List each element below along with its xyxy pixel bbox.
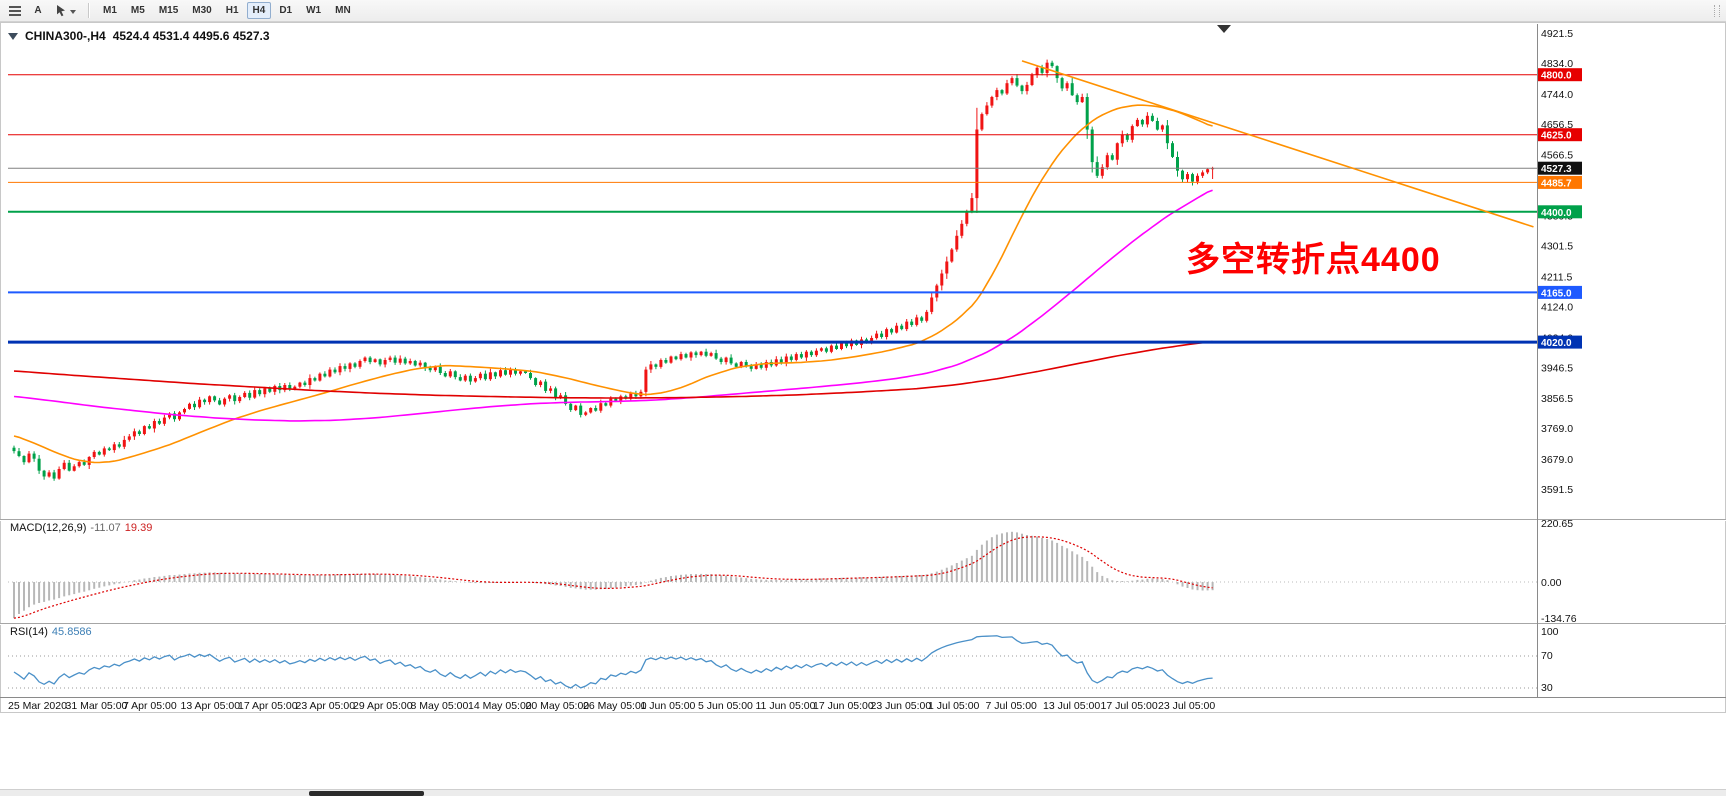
- svg-text:0.00: 0.00: [1541, 577, 1562, 589]
- price-chart-canvas[interactable]: 4921.54834.04744.04656.54566.54479.04389…: [0, 22, 1726, 714]
- svg-text:20 May 05:00: 20 May 05:00: [526, 700, 590, 712]
- svg-text:17 Jul 05:00: 17 Jul 05:00: [1101, 700, 1158, 712]
- svg-text:3856.5: 3856.5: [1541, 393, 1573, 405]
- chart-windows-button[interactable]: [4, 2, 26, 20]
- chart-window: 4921.54834.04744.04656.54566.54479.04389…: [0, 22, 1726, 714]
- toolbar-separator: [88, 3, 90, 18]
- scrollbar-thumb[interactable]: [309, 791, 424, 796]
- svg-text:4834.0: 4834.0: [1541, 58, 1573, 70]
- svg-text:5 Jun 05:00: 5 Jun 05:00: [698, 700, 753, 712]
- svg-text:4020.0: 4020.0: [1541, 338, 1572, 349]
- svg-text:4211.5: 4211.5: [1541, 272, 1572, 284]
- svg-text:8 May 05:00: 8 May 05:00: [411, 700, 469, 712]
- svg-text:11 Jun 05:00: 11 Jun 05:00: [756, 700, 816, 712]
- timeframe-group: M1 M5 M15 M30 H1 H4 D1 W1 MN: [97, 2, 357, 19]
- svg-text:3591.5: 3591.5: [1541, 484, 1573, 496]
- cursor-icon: [57, 5, 65, 17]
- svg-text:31 Mar 05:00: 31 Mar 05:00: [66, 700, 128, 712]
- svg-text:4921.5: 4921.5: [1541, 28, 1573, 40]
- svg-text:4625.0: 4625.0: [1541, 131, 1572, 142]
- svg-text:4400.0: 4400.0: [1541, 208, 1572, 219]
- svg-text:23 Jun 05:00: 23 Jun 05:00: [871, 700, 932, 712]
- svg-text:23 Jul 05:00: 23 Jul 05:00: [1158, 700, 1215, 712]
- text-label-tool-button[interactable]: A: [28, 2, 48, 20]
- one-click-trading-toggle[interactable]: [8, 33, 18, 45]
- svg-text:30: 30: [1541, 682, 1553, 694]
- toolbar-grip: [1714, 5, 1720, 17]
- timeframe-mn[interactable]: MN: [329, 2, 357, 19]
- svg-text:7 Apr 05:00: 7 Apr 05:00: [123, 700, 177, 712]
- timeframe-m1[interactable]: M1: [97, 2, 123, 19]
- svg-text:4165.0: 4165.0: [1541, 288, 1572, 299]
- svg-text:4527.3: 4527.3: [1541, 164, 1572, 175]
- svg-text:3679.0: 3679.0: [1541, 454, 1573, 466]
- svg-text:100: 100: [1541, 626, 1559, 638]
- tools-dropdown-caret: [70, 9, 76, 17]
- svg-text:17 Jun 05:00: 17 Jun 05:00: [813, 700, 874, 712]
- svg-text:4301.5: 4301.5: [1541, 241, 1573, 253]
- svg-text:13 Apr 05:00: 13 Apr 05:00: [181, 700, 241, 712]
- text-label-tool-letter: A: [34, 5, 42, 16]
- svg-text:25 Mar 2020: 25 Mar 2020: [8, 700, 67, 712]
- timeframe-h1[interactable]: H1: [220, 2, 245, 19]
- bottom-scrollbar[interactable]: [0, 789, 1726, 796]
- svg-text:4656.5: 4656.5: [1541, 119, 1573, 131]
- timeframe-w1[interactable]: W1: [300, 2, 327, 19]
- timeframe-m15[interactable]: M15: [153, 2, 184, 19]
- svg-text:29 Apr 05:00: 29 Apr 05:00: [353, 700, 413, 712]
- svg-text:26 May 05:00: 26 May 05:00: [583, 700, 647, 712]
- svg-text:1 Jul 05:00: 1 Jul 05:00: [928, 700, 980, 712]
- svg-text:4124.0: 4124.0: [1541, 302, 1573, 314]
- timeframe-m30[interactable]: M30: [186, 2, 217, 19]
- svg-text:7 Jul 05:00: 7 Jul 05:00: [986, 700, 1038, 712]
- svg-text:-134.76: -134.76: [1541, 613, 1577, 625]
- timeframe-d1[interactable]: D1: [273, 2, 298, 19]
- svg-text:4744.0: 4744.0: [1541, 89, 1573, 101]
- svg-text:14 May 05:00: 14 May 05:00: [468, 700, 532, 712]
- svg-text:1 Jun 05:00: 1 Jun 05:00: [641, 700, 696, 712]
- cursor-tool-button[interactable]: [50, 2, 81, 20]
- chart-grid-icon: [9, 5, 21, 8]
- svg-text:70: 70: [1541, 650, 1553, 662]
- top-toolbar: A M1 M5 M15 M30 H1 H4 D1 W1 MN: [0, 0, 1726, 22]
- svg-text:220.65: 220.65: [1541, 518, 1573, 530]
- svg-text:4566.5: 4566.5: [1541, 150, 1573, 162]
- svg-text:17 Apr 05:00: 17 Apr 05:00: [238, 700, 298, 712]
- svg-text:13 Jul 05:00: 13 Jul 05:00: [1043, 700, 1100, 712]
- svg-text:3946.5: 3946.5: [1541, 362, 1573, 374]
- svg-text:3769.0: 3769.0: [1541, 423, 1573, 435]
- svg-text:4800.0: 4800.0: [1541, 71, 1572, 82]
- svg-text:23 Apr 05:00: 23 Apr 05:00: [296, 700, 356, 712]
- svg-text:4485.7: 4485.7: [1541, 178, 1572, 189]
- timeframe-m5[interactable]: M5: [125, 2, 151, 19]
- timeframe-h4[interactable]: H4: [246, 2, 272, 19]
